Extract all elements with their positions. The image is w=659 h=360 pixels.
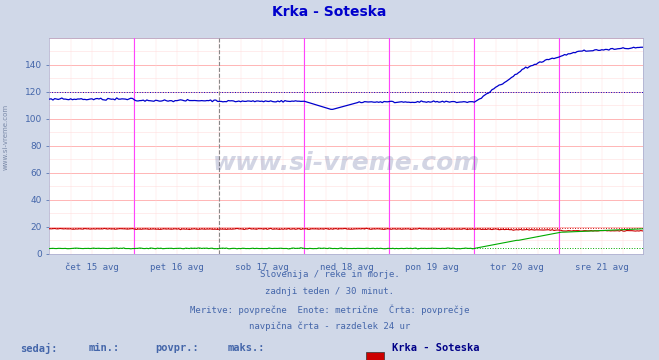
Text: Krka - Soteska: Krka - Soteska <box>272 5 387 19</box>
Text: www.si-vreme.com: www.si-vreme.com <box>2 104 9 170</box>
Text: maks.:: maks.: <box>227 343 265 353</box>
Text: sre 21 avg: sre 21 avg <box>575 263 629 272</box>
Text: Meritve: povprečne  Enote: metrične  Črta: povprečje: Meritve: povprečne Enote: metrične Črta:… <box>190 305 469 315</box>
Text: ned 18 avg: ned 18 avg <box>320 263 374 272</box>
Text: min.:: min.: <box>89 343 120 353</box>
Text: povpr.:: povpr.: <box>155 343 198 353</box>
Text: sedaj:: sedaj: <box>20 343 57 354</box>
Text: navpična črta - razdelek 24 ur: navpična črta - razdelek 24 ur <box>249 322 410 331</box>
Text: www.si-vreme.com: www.si-vreme.com <box>212 151 480 175</box>
Text: Krka - Soteska: Krka - Soteska <box>392 343 480 353</box>
Text: sob 17 avg: sob 17 avg <box>235 263 289 272</box>
Text: tor 20 avg: tor 20 avg <box>490 263 544 272</box>
Text: čet 15 avg: čet 15 avg <box>65 263 119 272</box>
Text: pet 16 avg: pet 16 avg <box>150 263 204 272</box>
Text: zadnji teden / 30 minut.: zadnji teden / 30 minut. <box>265 287 394 296</box>
Text: pon 19 avg: pon 19 avg <box>405 263 459 272</box>
Text: Slovenija / reke in morje.: Slovenija / reke in morje. <box>260 270 399 279</box>
